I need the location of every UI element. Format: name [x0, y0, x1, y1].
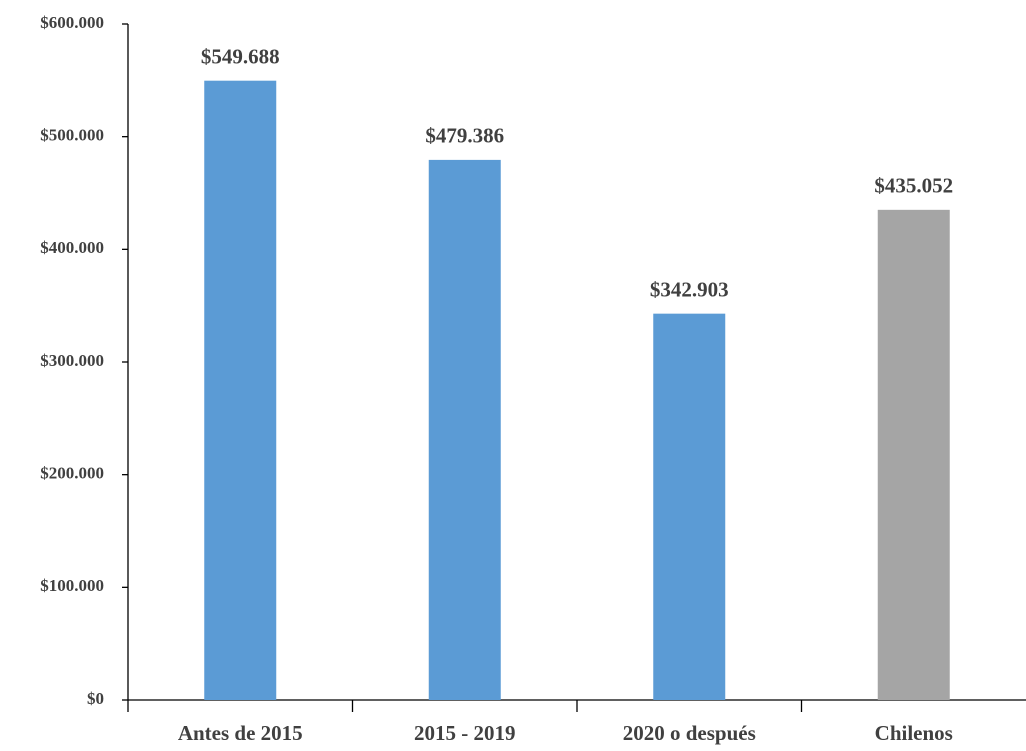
x-tick-label: Chilenos: [875, 721, 953, 745]
bar: [653, 313, 726, 700]
y-tick-label: $100.000: [40, 576, 104, 595]
bar: [204, 80, 277, 700]
y-tick-label: $400.000: [40, 238, 104, 257]
bar: [428, 159, 501, 700]
bar: [877, 209, 950, 700]
data-label: $435.052: [874, 174, 953, 198]
x-tick-label: 2020 o después: [623, 721, 756, 745]
y-tick-label: $0: [87, 689, 104, 708]
y-tick-label: $500.000: [40, 126, 104, 145]
x-tick-label: 2015 - 2019: [414, 721, 516, 745]
y-tick-label: $300.000: [40, 351, 104, 370]
data-label: $549.688: [201, 44, 280, 68]
y-tick-label: $600.000: [40, 13, 104, 32]
y-tick-label: $200.000: [40, 464, 104, 483]
data-label: $342.903: [650, 277, 729, 301]
x-tick-label: Antes de 2015: [178, 721, 303, 745]
data-label: $479.386: [425, 124, 504, 148]
